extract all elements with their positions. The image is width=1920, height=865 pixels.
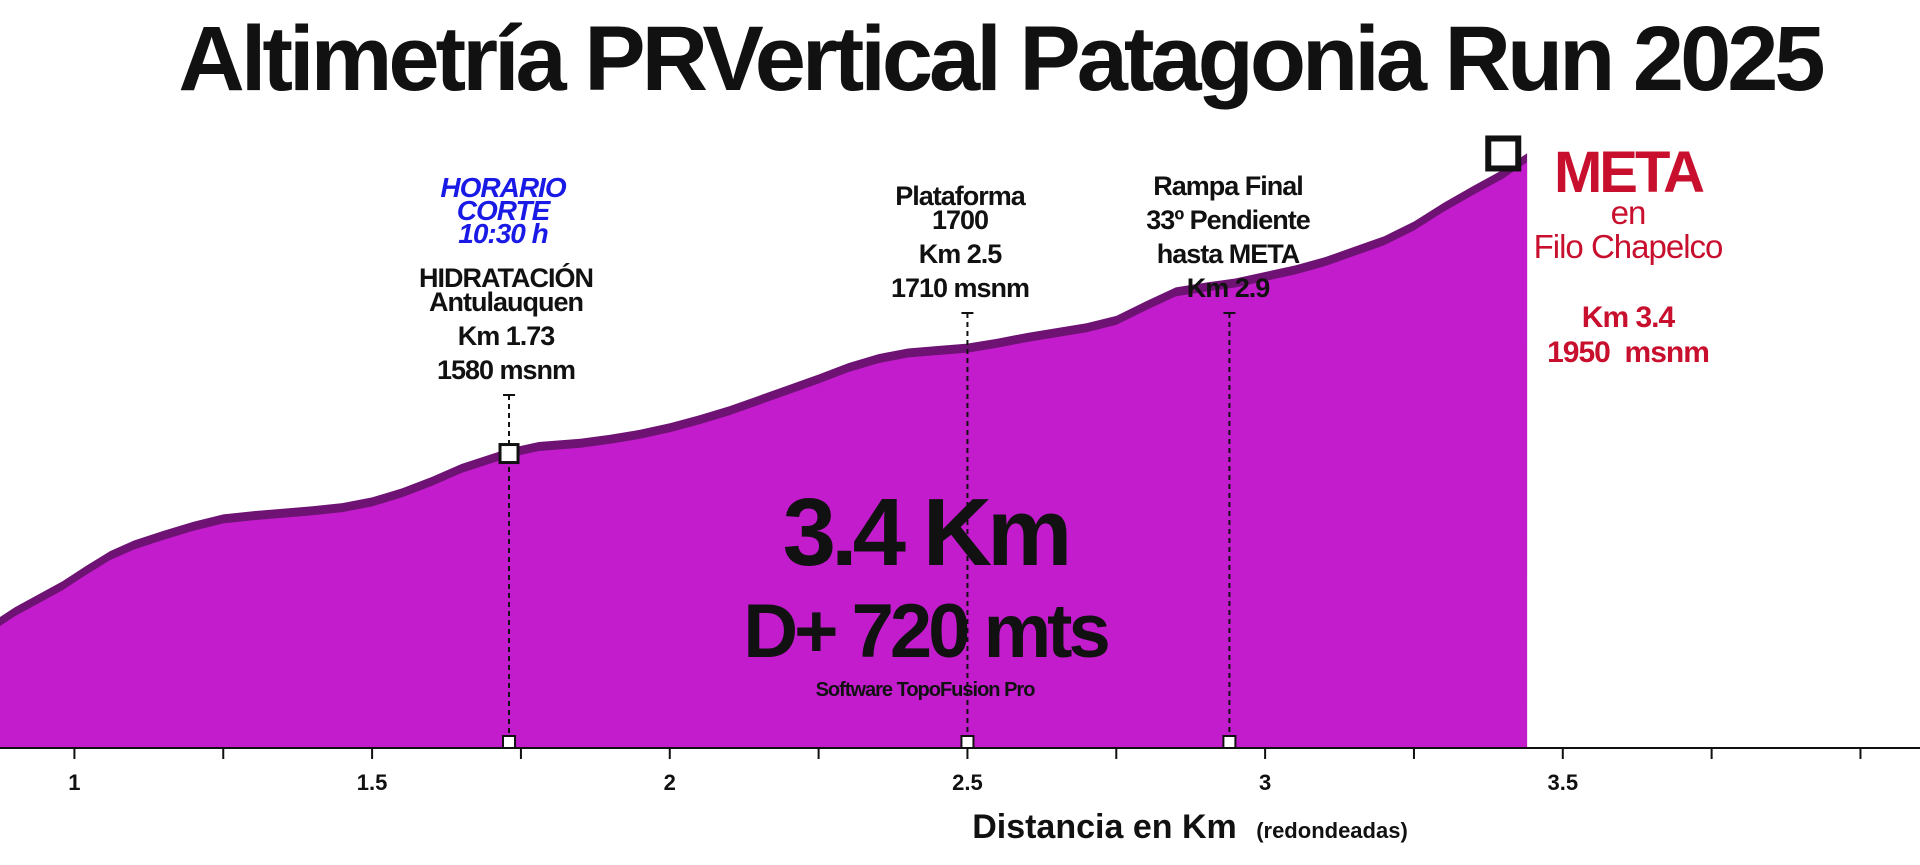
summary-distance: 3.4 Km — [783, 479, 1068, 586]
x-axis-tick-labels: 1 1.5 2 2.5 3 3.5 — [68, 770, 1578, 795]
ramp-line-1: Rampa Final — [1153, 171, 1303, 201]
platform-line-4: 1710 msnm — [891, 273, 1029, 303]
finish-annotation: META en Filo Chapelco Km 3.4 1950 msnm — [1534, 140, 1724, 369]
cutoff-line-1: HORARIO — [440, 172, 566, 203]
axis-marker-1 — [960, 735, 975, 749]
ramp-line-3: hasta META — [1157, 239, 1300, 269]
platform-line-1: Plataforma — [895, 181, 1027, 211]
hydration-marker — [498, 443, 520, 465]
ramp-annotation: Rampa Final 33º Pendiente hasta META Km … — [1146, 171, 1311, 303]
platform-line-3: Km 2.5 — [919, 239, 1003, 269]
cutoff-line-2: CORTE — [457, 195, 552, 226]
chart-title: Altimetría PRVertical Patagonia Run 2025 — [178, 8, 1823, 110]
hydration-line-2: Antulauquen — [429, 287, 583, 317]
cutoff-line-3: 10:30 h — [458, 218, 548, 249]
finish-title: META — [1554, 140, 1704, 205]
x-axis-label-main: Distancia en Km — [972, 808, 1237, 846]
summary-elevation-gain: D+ 720 mts — [743, 589, 1108, 674]
x-axis-label-sub: (redondeadas) — [1256, 818, 1408, 843]
axis-marker-0 — [502, 735, 517, 749]
x-tick-label-3: 2.5 — [952, 770, 983, 795]
x-tick-label-5: 3.5 — [1547, 770, 1578, 795]
x-tick-label-0: 1 — [68, 770, 80, 795]
elevation-profile-area — [0, 162, 1528, 748]
ramp-line-2: 33º Pendiente — [1146, 205, 1310, 235]
finish-line-3: Km 3.4 — [1582, 301, 1676, 334]
x-axis-ticks — [73, 748, 1862, 759]
finish-line-4: 1950 msnm — [1547, 336, 1709, 369]
finish-line-1: en — [1611, 194, 1646, 231]
x-axis-label: Distancia en Km (redondeadas) — [972, 808, 1408, 846]
x-tick-label-1: 1.5 — [357, 770, 388, 795]
elevation-profile — [0, 153, 1528, 748]
x-tick-label-4: 3 — [1259, 770, 1271, 795]
finish-marker — [1485, 135, 1522, 172]
hydration-line-3: Km 1.73 — [458, 321, 556, 351]
ramp-line-4: Km 2.9 — [1187, 273, 1271, 303]
summary: 3.4 Km D+ 720 mts Software TopoFusion Pr… — [743, 479, 1112, 701]
platform-line-2: 1700 — [932, 205, 988, 235]
platform-annotation: Plataforma 1700 Km 2.5 1710 msnm — [891, 181, 1030, 303]
axis-marker-2 — [1222, 735, 1237, 749]
x-tick-label-2: 2 — [664, 770, 676, 795]
hydration-line-4: 1580 msnm — [437, 355, 575, 385]
hydration-line-1: HIDRATACIÓN — [419, 262, 593, 293]
software-credit: Software TopoFusion Pro — [816, 679, 1036, 701]
x-axis: 1 1.5 2 2.5 3 3.5 — [0, 747, 1920, 795]
hydration-annotation: HIDRATACIÓN Antulauquen Km 1.73 1580 msn… — [419, 262, 594, 385]
cutoff-annotation: HORARIO CORTE 10:30 h — [440, 172, 567, 249]
finish-line-2: Filo Chapelco — [1534, 228, 1723, 265]
